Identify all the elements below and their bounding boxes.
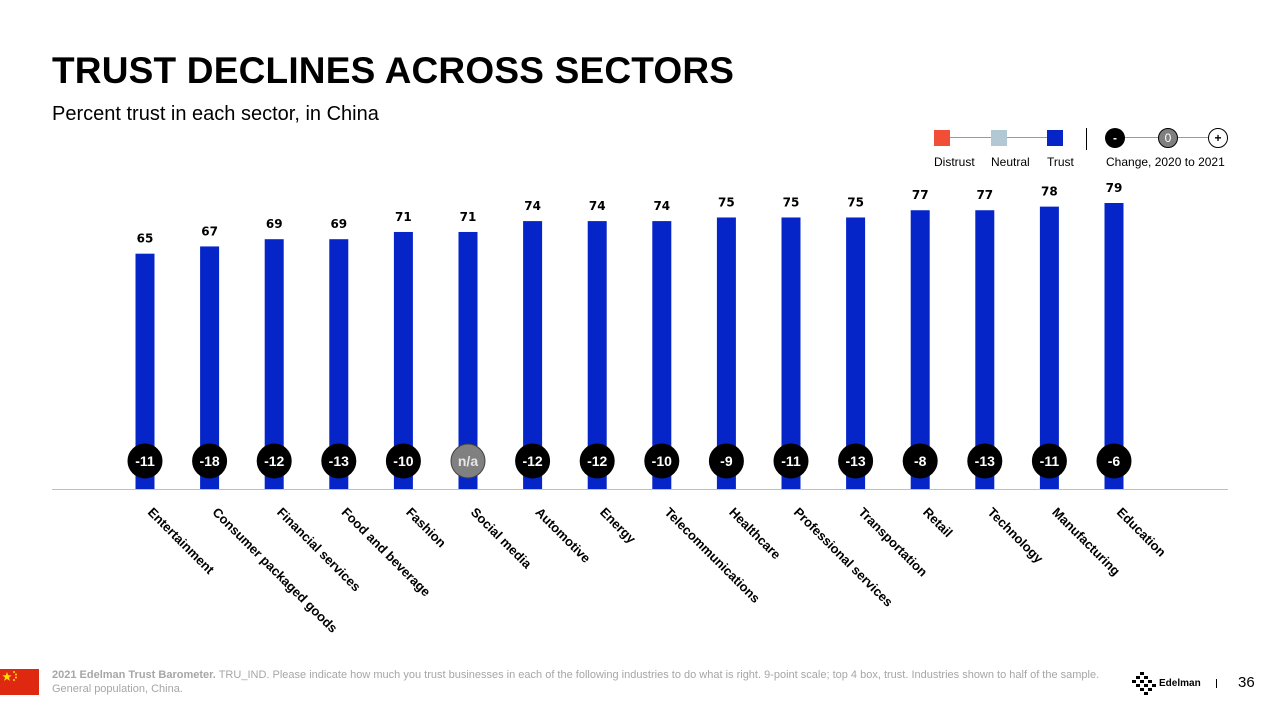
category-label: Energy	[597, 505, 639, 547]
bar-value-label: 71	[460, 210, 477, 224]
bar	[910, 210, 930, 489]
edelman-logo-text: Edelman	[1159, 678, 1201, 689]
category-label: Education	[1114, 505, 1169, 560]
change-value: -11	[135, 453, 155, 469]
bar-value-label: 78	[1041, 185, 1058, 199]
bar-value-label: 77	[912, 188, 929, 202]
category-label: Healthcare	[726, 505, 784, 563]
bar-value-label: 69	[330, 217, 347, 231]
change-badge	[644, 443, 680, 479]
page-title: TRUST DECLINES ACROSS SECTORS	[52, 50, 735, 91]
change-value: -13	[329, 453, 349, 469]
change-value: -6	[1108, 453, 1121, 469]
change-value: n/a	[458, 453, 478, 469]
bar	[1039, 206, 1059, 490]
change-value: -12	[264, 453, 284, 469]
bar-value-label: 75	[718, 195, 735, 209]
change-value: -13	[975, 453, 995, 469]
legend-trust-label: Trust	[1047, 155, 1074, 169]
change-value: -12	[587, 453, 607, 469]
change-value: -11	[781, 453, 801, 469]
bar-value-label: 74	[589, 199, 606, 213]
change-badge	[1031, 443, 1067, 479]
change-badge	[256, 443, 292, 479]
change-value: -8	[914, 453, 927, 469]
bar	[781, 217, 801, 489]
change-badge	[773, 443, 809, 479]
legend: Distrust Neutral Trust - 0 + Change, 202…	[930, 126, 1230, 172]
bar-value-label: 67	[201, 224, 218, 238]
legend-change-label: Change, 2020 to 2021	[1106, 155, 1225, 169]
change-badge	[515, 443, 551, 479]
category-label: Technology	[985, 505, 1047, 567]
bar	[458, 231, 478, 489]
bar	[587, 221, 607, 490]
bar	[652, 221, 672, 490]
change-value: -9	[720, 453, 733, 469]
bar	[393, 231, 413, 489]
legend-neutral-swatch	[991, 130, 1007, 146]
change-badge	[385, 443, 421, 479]
category-label: Fashion	[403, 505, 449, 551]
bar	[716, 217, 736, 489]
category-label: Social media	[468, 505, 535, 572]
page-number: 36	[1238, 674, 1255, 691]
bar	[329, 239, 349, 489]
legend-neutral-label: Neutral	[991, 155, 1030, 169]
change-badge	[1096, 443, 1132, 479]
change-value: -10	[393, 453, 413, 469]
bar-value-label: 75	[783, 195, 800, 209]
change-badge	[579, 443, 615, 479]
change-badge	[450, 443, 486, 479]
bar-value-label: 65	[137, 232, 154, 246]
bar-value-label: 77	[976, 188, 993, 202]
bar	[264, 239, 284, 489]
category-label: Consumer packaged goods	[209, 505, 340, 636]
legend-change-plus: +	[1208, 128, 1228, 148]
change-badge	[902, 443, 938, 479]
source-text: TRU_IND. Please indicate how much you tr…	[52, 669, 1100, 695]
bar-value-label: 79	[1106, 181, 1123, 195]
change-value: -13	[845, 453, 865, 469]
bar	[1104, 203, 1124, 489]
bar-value-label: 74	[524, 199, 541, 213]
bar	[523, 221, 543, 490]
change-badge	[838, 443, 874, 479]
legend-change-zero: 0	[1158, 128, 1178, 148]
change-badge	[192, 443, 228, 479]
edelman-logo-icon	[1131, 671, 1157, 695]
bar-value-label: 74	[653, 199, 670, 213]
category-label: Entertainment	[145, 505, 218, 578]
change-value: -12	[522, 453, 542, 469]
bar	[200, 246, 220, 489]
category-label: Retail	[920, 505, 956, 541]
source-footnote: 2021 Edelman Trust Barometer. TRU_IND. P…	[52, 668, 1102, 696]
change-value: -10	[652, 453, 672, 469]
bar-value-label: 75	[847, 195, 864, 209]
change-badge	[967, 443, 1003, 479]
legend-change-minus: -	[1105, 128, 1125, 148]
change-badge	[708, 443, 744, 479]
bar-value-label: 69	[266, 217, 283, 231]
bar-value-label: 71	[395, 210, 412, 224]
change-value: -11	[1040, 453, 1060, 469]
footer-separator	[1216, 679, 1217, 688]
legend-trust-swatch	[1047, 130, 1063, 146]
legend-distrust-swatch	[934, 130, 950, 146]
trust-bar-chart: 65 -11 Entertainment 67 -18 Consumer packaged…	[52, 181, 1228, 636]
bar	[975, 210, 995, 489]
bar	[135, 253, 155, 489]
bar	[846, 217, 866, 489]
legend-distrust-label: Distrust	[934, 155, 975, 169]
china-flag-icon	[0, 669, 39, 695]
category-label: Automotive	[532, 505, 593, 566]
change-badge	[321, 443, 357, 479]
page-subtitle: Percent trust in each sector, in China	[52, 103, 379, 125]
legend-separator	[1086, 128, 1087, 150]
change-value: -18	[199, 453, 219, 469]
change-badge	[127, 443, 163, 479]
source-title: 2021 Edelman Trust Barometer.	[52, 669, 216, 681]
category-label: Manufacturing	[1049, 505, 1123, 579]
category-label: Transportation	[855, 505, 930, 580]
